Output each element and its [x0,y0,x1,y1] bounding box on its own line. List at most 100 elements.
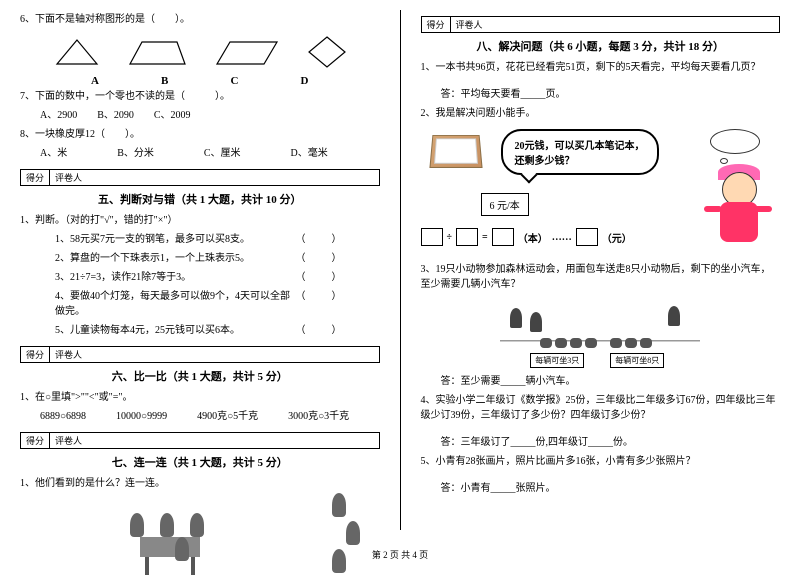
calc-box [456,228,478,246]
score-box-8: 得分 评卷人 [421,16,781,33]
score-box-5: 得分 评卷人 [20,169,380,186]
page-container: 6、下面不是轴对称图形的是（ ）。 A B C D 7、下面的数中，一个零也不读… [20,10,780,530]
sec5-item1: 1、58元买7元一支的钢笔，最多可以买8支。（ ） [20,232,380,247]
shapes-row [20,35,380,69]
q8-4: 4、实验小学二年级订《数学报》25份，三年级比二年级多订67份，四年级比三年级少… [421,393,781,423]
price-box: 6 元/本 [481,193,529,216]
bracket: （ ） [296,323,350,338]
sec6-items: 6889○6898 10000○9999 4900克○5千克 3000克○3千克 [20,409,380,424]
sec5-intro: 1、判断。（对的打"√"，错的打"×"） [20,213,380,228]
q8-2: 2、我是解决问题小能手。 [421,106,781,121]
q7-options: A、2900 B、2090 C、2009 [20,108,380,123]
label-b: B [161,75,168,87]
bubble-line1: 20元钱，可以买几本笔记本， [515,137,645,152]
score-box-7: 得分 评卷人 [20,432,380,449]
calc-box [421,228,443,246]
notebook-icon [429,135,482,168]
q8-options: A、米 B、分米 C、厘米 D、毫米 [20,146,380,161]
cartoon-area [710,129,780,254]
eq-sign: = [482,232,488,243]
bracket: （ ） [296,289,350,319]
label-c: C [230,75,238,87]
bracket: （ ） [296,270,350,285]
sec7-intro: 1、他们看到的是什么？连一连。 [20,476,380,491]
q6-text: 6、下面不是轴对称图形的是（ ）。 [20,12,380,27]
section5-title: 五、判断对与错（共 1 大题，共计 10 分） [20,191,380,207]
bubble-line2: 还剩多少钱？ [515,152,645,167]
tree-icon [668,306,680,326]
q8-5: 5、小青有28张画片，照片比画片多16张，小青有多少张照片？ [421,454,781,469]
page-footer: 第 2 页 共 4 页 [0,548,800,561]
tree-icon [530,312,542,332]
label-d: D [300,75,308,87]
sec5-item5: 5、儿童读物每本4元，25元钱可以买6本。 （ ） [20,323,380,338]
q8-1-ans: 答：平均每天要看_____页。 [421,87,781,102]
item-text: 3、21÷7=3，读作21除7等于3。 [55,270,191,285]
diamond-icon [307,35,347,69]
score-label: 得分 [21,433,50,448]
parallelogram-icon [212,37,282,67]
item-text: 4、要做40个灯笼，每天最多可以做9个，4天可以全部做完。 [55,289,296,319]
animal-icon [640,338,652,348]
item-text: 5、儿童读物每本4元，25元钱可以买6本。 [55,323,240,338]
q8-3: 3、19只小动物参加森林运动会，用面包车送走8只小动物后，剩下的坐小汽车，至少需… [421,262,781,292]
q8-5-ans: 答：小青有_____张照片。 [421,481,781,496]
kid-icon [190,513,204,537]
sec5-item2: 2、算盘的一个下珠表示1，一个上珠表示5。 （ ） [20,251,380,266]
right-column: 得分 评卷人 八、解决问题（共 6 小题，每题 3 分，共计 18 分） 1、一… [421,10,781,530]
kid-icon [130,513,144,537]
bracket: （ ） [296,251,350,266]
calc-box [576,228,598,246]
cartoon-girl-icon [710,164,770,254]
thought-bubble-icon [710,129,760,154]
kid-icon [332,493,346,517]
animal-icon [625,338,637,348]
shape-labels: A B C D [20,75,380,87]
calc-box [492,228,514,246]
animal-icon [585,338,597,348]
kid-icon [160,513,174,537]
animal-icon [540,338,552,348]
q8-4-ans: 答：三年级订了_____份,四年级订_____份。 [421,435,781,450]
div-sign: ÷ [447,232,453,243]
animal-icon [610,338,622,348]
bracket: （ ） [296,232,350,247]
animals-scene: 每辆可坐3只 每辆可坐8只 [500,298,700,368]
arm-icon [704,206,722,212]
column-divider [400,10,401,530]
grader-label: 评卷人 [50,170,87,185]
arm-icon [754,206,772,212]
unit1: （本） [518,230,548,245]
score-label: 得分 [21,347,50,362]
q7-text: 7、下面的数中，一个零也不读的是（ ）。 [20,89,380,104]
tree-icon [510,308,522,328]
bus-label-2: 每辆可坐8只 [610,353,664,368]
body-icon [720,202,758,242]
section8-title: 八、解决问题（共 6 小题，每题 3 分，共计 18 分） [421,38,781,54]
score-label: 得分 [422,17,451,32]
grader-label: 评卷人 [50,433,87,448]
bus-label-1: 每辆可坐3只 [530,353,584,368]
unit2: （元） [602,230,632,245]
grader-label: 评卷人 [50,347,87,362]
sec5-item3: 3、21÷7=3，读作21除7等于3。 （ ） [20,270,380,285]
sec6-intro: 1、在○里填">""<"或"="。 [20,390,380,405]
left-column: 6、下面不是轴对称图形的是（ ）。 A B C D 7、下面的数中，一个零也不读… [20,10,380,530]
score-label: 得分 [21,170,50,185]
animal-icon [555,338,567,348]
score-box-6: 得分 评卷人 [20,346,380,363]
section7-title: 七、连一连（共 1 大题，共计 5 分） [20,454,380,470]
q8-text: 8、一块橡皮厚12（ ）。 [20,127,380,142]
sec5-item4: 4、要做40个灯笼，每天最多可以做9个，4天可以全部做完。（ ） [20,289,380,319]
calc-line: ÷ = （本） …… （元） [421,228,701,246]
right-kids [332,493,360,573]
kid-icon [346,521,360,545]
item-text: 2、算盘的一个下珠表示1，一个上珠表示5。 [55,251,250,266]
problem2-area: 20元钱，可以买几本笔记本， 还剩多少钱？ 6 元/本 ÷ = （本） …… [421,129,781,254]
q8-1: 1、一本书共96页，花花已经看完51页，剩下的5天看完，平均每天要看几页？ [421,60,781,75]
dots: …… [552,232,572,243]
label-a: A [91,75,99,87]
animal-icon [570,338,582,348]
q8-3-ans: 答：至少需要_____辆小汽车。 [421,374,781,389]
speech-bubble: 20元钱，可以买几本笔记本， 还剩多少钱？ [501,129,659,175]
